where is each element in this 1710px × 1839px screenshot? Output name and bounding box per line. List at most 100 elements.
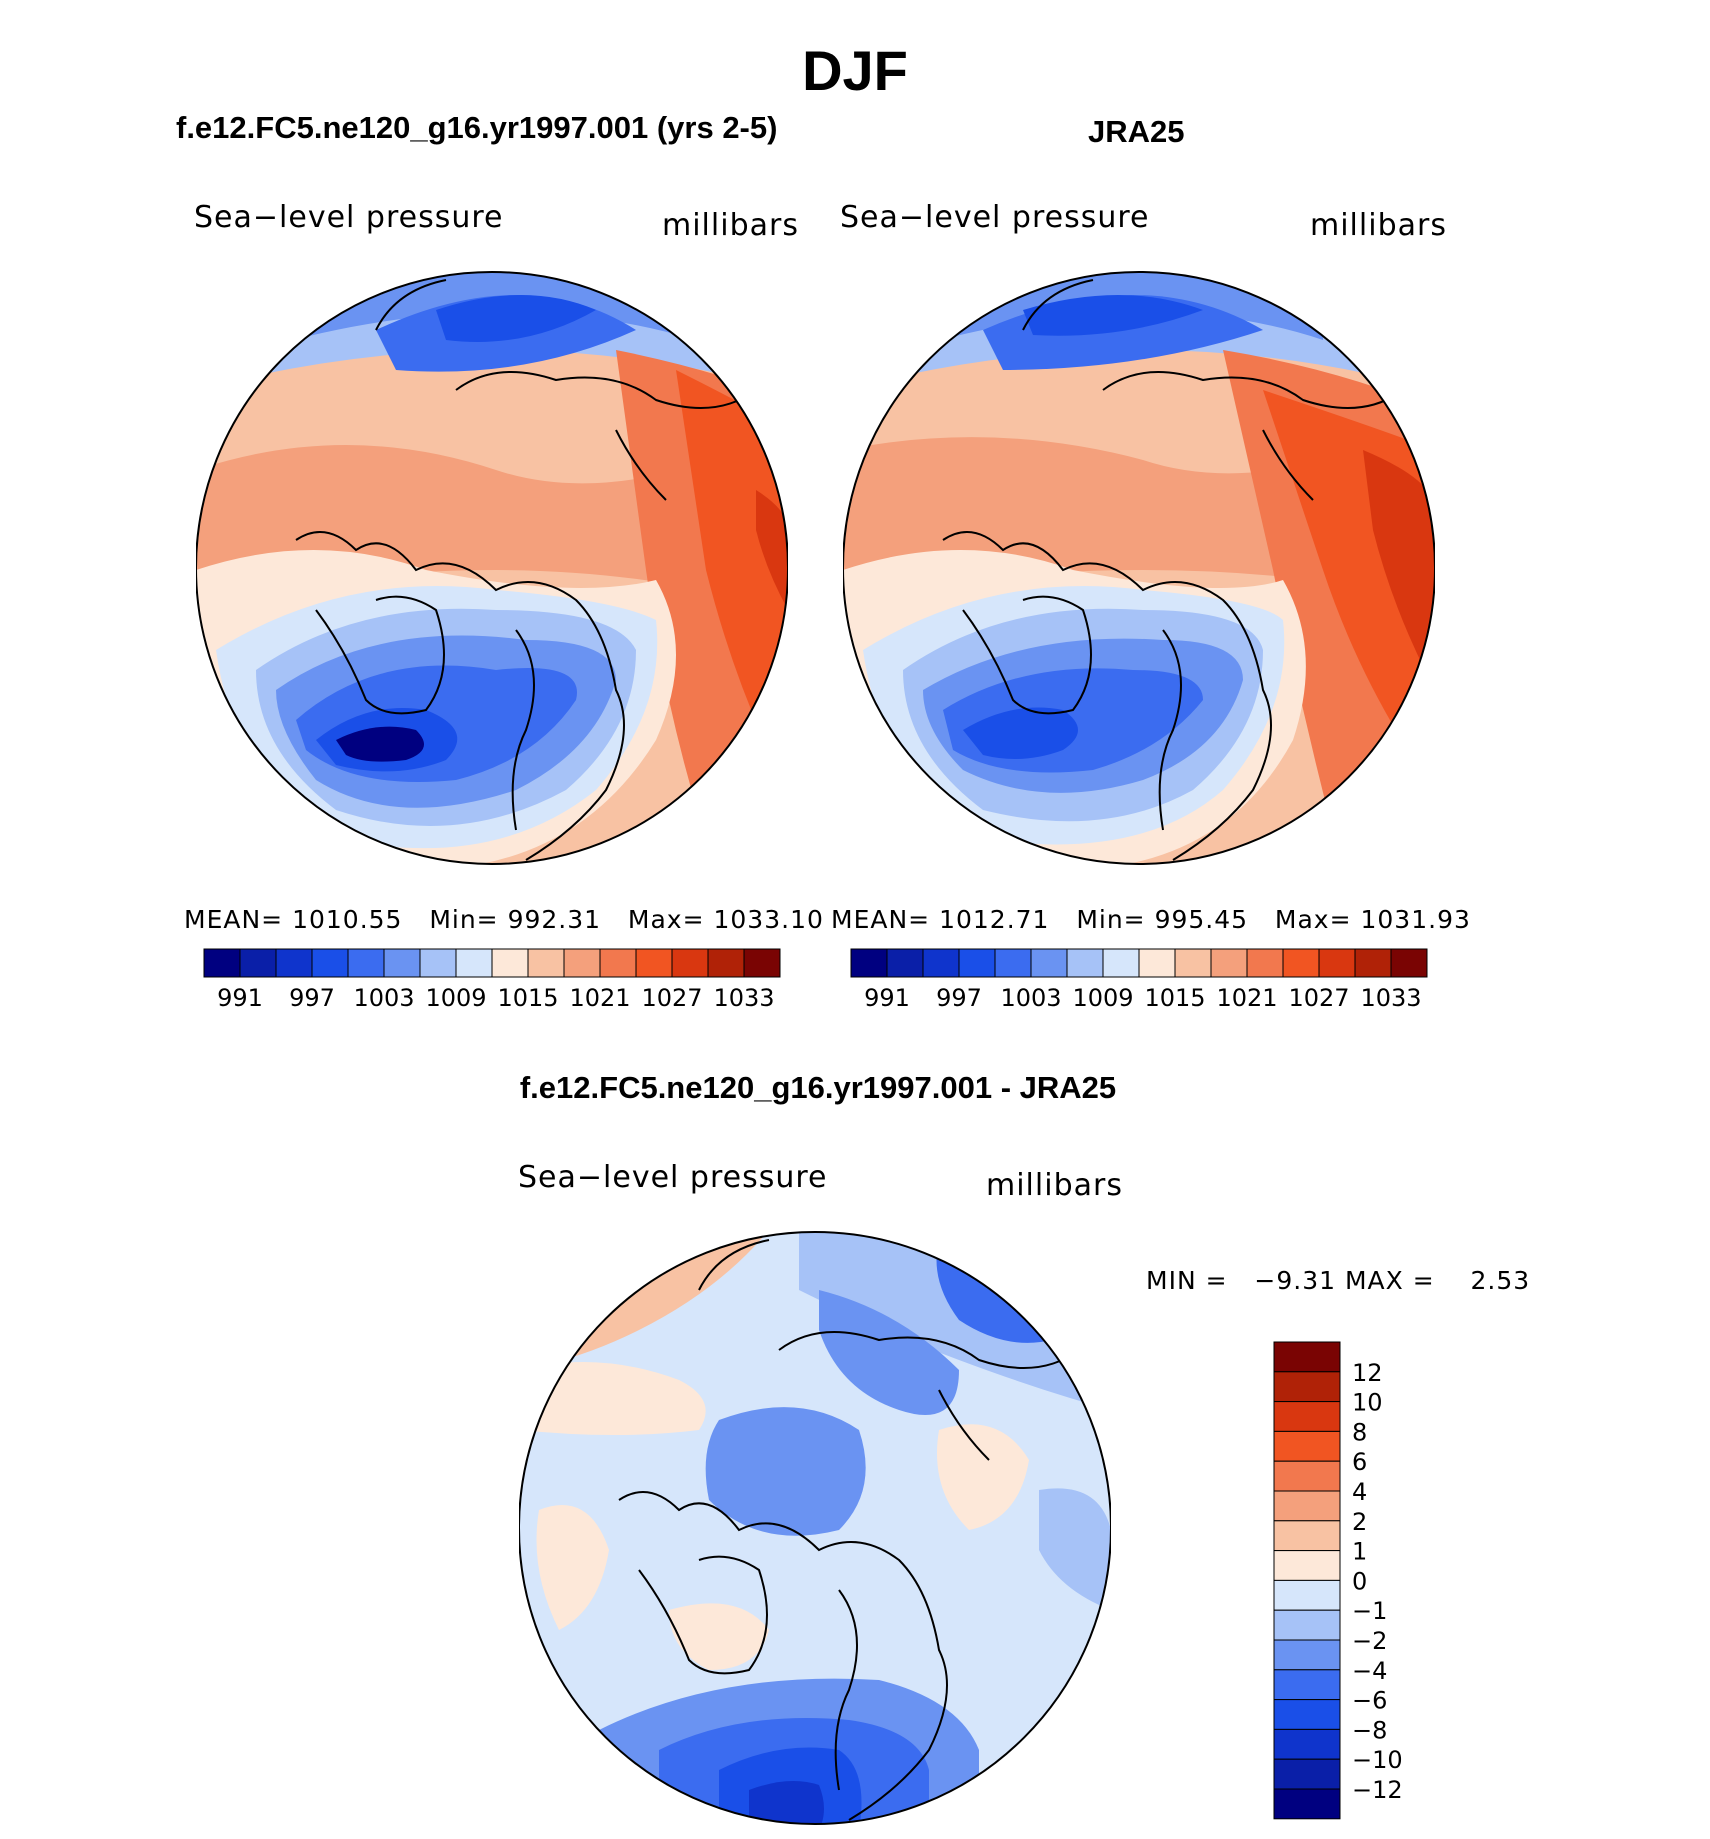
diff-colorbar-box bbox=[1273, 1669, 1341, 1701]
obs-units-label: millibars bbox=[1310, 208, 1447, 243]
diff-min-value: −9.31 bbox=[1254, 1266, 1337, 1295]
colorbar-box bbox=[1066, 948, 1104, 978]
colorbar-box bbox=[203, 948, 241, 978]
colorbar-box bbox=[743, 948, 781, 978]
diff-colorbar-tick-label: 2 bbox=[1352, 1508, 1367, 1536]
diff-colorbar-tick-label: −6 bbox=[1352, 1687, 1387, 1715]
diff-minmax: MIN = −9.31 MAX = 2.53 bbox=[1146, 1266, 1530, 1295]
colorbar-tick-label: 1003 bbox=[1000, 984, 1061, 1012]
diff-colorbar-tick-label: −12 bbox=[1352, 1776, 1403, 1804]
colorbar-box bbox=[1282, 948, 1320, 978]
colorbar-box bbox=[1138, 948, 1176, 978]
obs-max-value: 1031.93 bbox=[1360, 905, 1471, 934]
diff-colorbar-box bbox=[1273, 1699, 1341, 1730]
obs-map bbox=[843, 271, 1435, 865]
diff-colorbar-tick-label: 6 bbox=[1352, 1448, 1367, 1476]
diff-colorbar-box bbox=[1273, 1341, 1341, 1373]
diff-colorbar-tick-label: −10 bbox=[1352, 1746, 1403, 1774]
colorbar-tick-label: 1009 bbox=[1072, 984, 1133, 1012]
obs-mean-label: MEAN= bbox=[831, 905, 931, 934]
diff-colorbar-box bbox=[1273, 1579, 1341, 1611]
diff-colorbar-box bbox=[1273, 1401, 1341, 1432]
model-map bbox=[196, 271, 788, 865]
colorbar-box bbox=[527, 948, 565, 978]
obs-colorbar: 991 997 1003 1009 1015 1021 1027 1033 bbox=[850, 948, 1428, 1012]
colorbar-tick-label: 1009 bbox=[425, 984, 486, 1012]
diff-colorbar-tick-label: −1 bbox=[1352, 1597, 1387, 1625]
colorbar-box bbox=[383, 948, 421, 978]
diff-variable-label: Sea−level pressure bbox=[518, 1160, 828, 1195]
diff-map bbox=[519, 1231, 1111, 1825]
diff-colorbar-tick-label: 1 bbox=[1352, 1538, 1367, 1566]
colorbar-box bbox=[922, 948, 960, 978]
model-max-value: 1033.10 bbox=[713, 905, 824, 934]
obs-variable-label: Sea−level pressure bbox=[840, 200, 1150, 235]
colorbar-tick-label: 1015 bbox=[1144, 984, 1205, 1012]
diff-colorbar-tick-label: −4 bbox=[1352, 1657, 1387, 1685]
colorbar-box bbox=[1246, 948, 1284, 978]
colorbar-box bbox=[347, 948, 385, 978]
colorbar-tick-label: 991 bbox=[217, 984, 263, 1012]
diff-min-label: MIN = bbox=[1146, 1266, 1228, 1295]
diff-colorbar-box bbox=[1273, 1490, 1341, 1522]
colorbar-tick-label: 1027 bbox=[1288, 984, 1349, 1012]
colorbar-box bbox=[1174, 948, 1212, 978]
diff-colorbar-tick-label: −2 bbox=[1352, 1627, 1387, 1655]
colorbar-tick-label: 991 bbox=[864, 984, 910, 1012]
colorbar-box bbox=[239, 948, 277, 978]
colorbar-box bbox=[1390, 948, 1428, 978]
colorbar-box bbox=[311, 948, 349, 978]
diff-colorbar-box bbox=[1273, 1788, 1341, 1820]
colorbar-box bbox=[599, 948, 637, 978]
obs-stats: MEAN= 1012.71 Min= 995.45 Max= 1031.93 bbox=[831, 905, 1471, 934]
colorbar-box bbox=[707, 948, 745, 978]
colorbar-box bbox=[671, 948, 709, 978]
obs-min-label: Min= bbox=[1076, 905, 1146, 934]
colorbar-tick-label: 997 bbox=[289, 984, 335, 1012]
colorbar-tick-label: 1015 bbox=[497, 984, 558, 1012]
diff-title: f.e12.FC5.ne120_g16.yr1997.001 - JRA25 bbox=[519, 1070, 1117, 1105]
colorbar-box bbox=[635, 948, 673, 978]
colorbar-tick-label: 1003 bbox=[353, 984, 414, 1012]
colorbar-box bbox=[958, 948, 996, 978]
diff-colorbar-box bbox=[1273, 1609, 1341, 1641]
diff-colorbar-tick-label: −8 bbox=[1352, 1716, 1387, 1744]
colorbar-box bbox=[275, 948, 313, 978]
diff-colorbar-box bbox=[1273, 1371, 1341, 1403]
model-min-label: Min= bbox=[429, 905, 499, 934]
obs-case-title: JRA25 bbox=[1088, 114, 1185, 149]
diff-colorbar-box bbox=[1273, 1520, 1341, 1552]
diff-colorbar-tick-label: 10 bbox=[1352, 1389, 1383, 1417]
model-case-title: f.e12.FC5.ne120_g16.yr1997.001 (yrs 2-5) bbox=[176, 110, 778, 145]
colorbar-box bbox=[1318, 948, 1356, 978]
diff-colorbar-tick-label: 12 bbox=[1352, 1359, 1383, 1387]
diff-units-label: millibars bbox=[986, 1168, 1123, 1203]
colorbar-tick-label: 1033 bbox=[1360, 984, 1421, 1012]
diff-colorbar-box bbox=[1273, 1639, 1341, 1671]
colorbar-box bbox=[1030, 948, 1068, 978]
model-mean-label: MEAN= bbox=[184, 905, 284, 934]
colorbar-box bbox=[419, 948, 457, 978]
model-units-label: millibars bbox=[662, 208, 799, 243]
colorbar-box bbox=[491, 948, 529, 978]
diff-colorbar-box bbox=[1273, 1728, 1341, 1760]
model-mean-value: 1010.55 bbox=[292, 905, 403, 934]
diff-colorbar-box bbox=[1273, 1550, 1341, 1581]
colorbar-box bbox=[994, 948, 1032, 978]
model-variable-label: Sea−level pressure bbox=[194, 200, 504, 235]
obs-min-value: 995.45 bbox=[1154, 905, 1249, 934]
diff-colorbar-box bbox=[1273, 1460, 1341, 1492]
page-title: DJF bbox=[802, 39, 908, 102]
colorbar-tick-label: 1027 bbox=[641, 984, 702, 1012]
colorbar-tick-label: 1021 bbox=[569, 984, 630, 1012]
obs-mean-value: 1012.71 bbox=[939, 905, 1050, 934]
colorbar-box bbox=[455, 948, 493, 978]
diff-colorbar-box bbox=[1273, 1430, 1341, 1462]
model-colorbar: 991 997 1003 1009 1015 1021 1027 1033 bbox=[203, 948, 781, 1012]
diff-colorbar-tick-label: 8 bbox=[1352, 1418, 1367, 1446]
model-min-value: 992.31 bbox=[507, 905, 602, 934]
colorbar-box bbox=[1102, 948, 1140, 978]
colorbar-box bbox=[850, 948, 888, 978]
colorbar-box bbox=[563, 948, 601, 978]
